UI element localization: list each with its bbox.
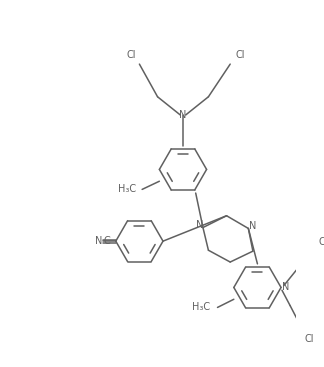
Text: N: N xyxy=(282,283,289,292)
Text: N: N xyxy=(179,110,187,120)
Text: H₃C: H₃C xyxy=(192,302,210,312)
Text: N: N xyxy=(249,221,257,231)
Text: H₃C: H₃C xyxy=(118,184,136,195)
Text: C: C xyxy=(103,236,110,246)
Text: Cl: Cl xyxy=(318,237,324,247)
Text: N: N xyxy=(95,236,102,246)
Text: N: N xyxy=(196,220,203,230)
Text: Cl: Cl xyxy=(126,50,136,60)
Text: Cl: Cl xyxy=(305,334,314,344)
Text: Cl: Cl xyxy=(236,50,245,60)
